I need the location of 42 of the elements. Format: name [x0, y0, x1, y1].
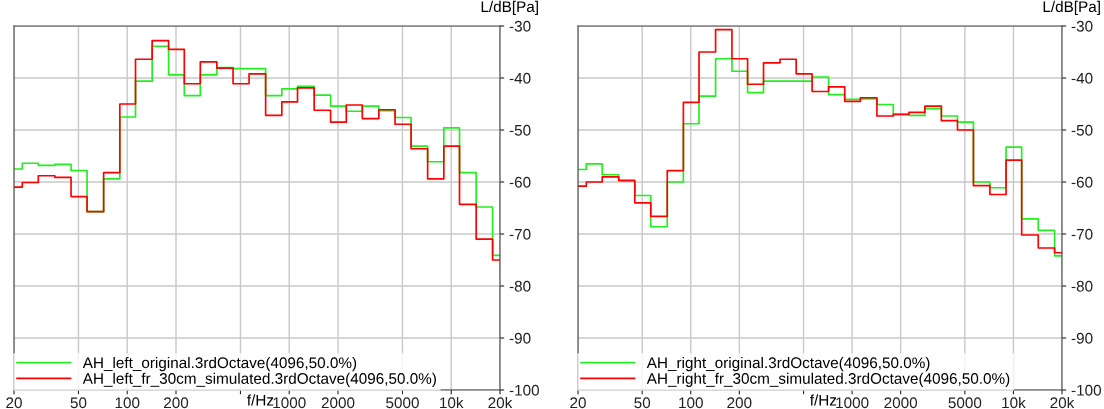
x-tick-label: 1000 [273, 397, 306, 409]
x-tick-label: 20 [570, 397, 586, 409]
legend-label: AH_right_fr_30cm_simulated.3rdOctave(4096,50.0%) [646, 372, 1010, 387]
legend-label: AH_left_fr_30cm_simulated.3rdOctave(4096,50.0%) [82, 372, 436, 387]
y-tick-label: -30 [1071, 20, 1093, 32]
x-axis-title: f/Hz [810, 394, 837, 406]
x-axis-title: f/Hz [247, 394, 274, 406]
y-tick-label: -50 [1071, 124, 1093, 136]
y-tick-label: -30 [509, 20, 531, 32]
x-tick-label: 200 [164, 397, 189, 409]
y-tick-label: -80 [1071, 280, 1093, 292]
x-tick-label: 10k [1002, 396, 1026, 409]
x-tick-label: 20k [488, 396, 513, 409]
y-tick-label: -60 [1071, 176, 1093, 188]
y-axis-title: L/dB[Pa] [1043, 0, 1100, 16]
y-tick-label: -100 [1071, 384, 1102, 396]
x-tick-label: 2000 [884, 397, 918, 409]
y-tick-label: -90 [509, 332, 531, 344]
x-tick-label: 20k [1050, 396, 1075, 409]
x-tick-label: 50 [70, 397, 87, 409]
y-tick-label: -90 [1071, 332, 1093, 344]
y-axis-title: L/dB[Pa] [481, 0, 538, 16]
x-tick-label: 100 [679, 397, 703, 409]
y-tick-label: -40 [1071, 72, 1093, 84]
x-tick-label: 5000 [386, 397, 419, 409]
y-tick-label: -70 [509, 228, 531, 240]
y-tick-label: -60 [509, 176, 531, 188]
y-tick-label: -100 [509, 384, 540, 396]
x-tick-label: 10k [440, 396, 464, 409]
x-tick-label: 50 [634, 397, 651, 409]
x-tick-label: 2000 [321, 397, 355, 409]
x-tick-label: 20 [6, 397, 22, 409]
x-tick-label: 5000 [948, 397, 982, 409]
legend-label: AH_right_original.3rdOctave(4096,50.0%) [646, 356, 930, 372]
x-tick-label: 1000 [836, 397, 869, 409]
y-tick-label: -80 [509, 280, 531, 292]
x-tick-label: 100 [115, 397, 140, 409]
x-tick-label: 200 [727, 397, 752, 409]
legend-label: AH_left_original.3rdOctave(4096,50.0%) [82, 356, 357, 372]
y-tick-label: -50 [509, 124, 531, 136]
y-tick-label: -40 [509, 72, 531, 84]
y-tick-label: -70 [1071, 228, 1093, 240]
